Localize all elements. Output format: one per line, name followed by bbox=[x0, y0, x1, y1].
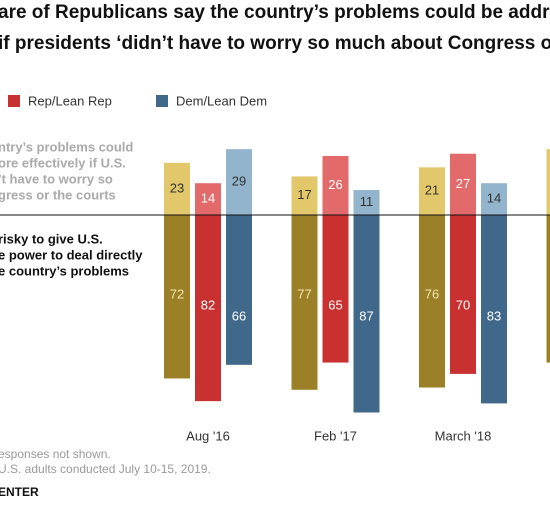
bar-above bbox=[164, 162, 190, 215]
bar-below bbox=[450, 215, 476, 374]
note: U.S. adults conducted July 10-15, 2019. bbox=[0, 462, 211, 476]
value-label: 76 bbox=[425, 286, 439, 301]
value-label: 14 bbox=[201, 191, 215, 206]
value-label: 87 bbox=[359, 308, 373, 323]
x-tick-label: March '18 bbox=[435, 428, 492, 443]
title-line: if presidents ‘didn’t have to worry so m… bbox=[0, 33, 550, 54]
above-label: ore effectively if U.S. bbox=[0, 155, 126, 170]
bar-above bbox=[226, 149, 252, 215]
value-label: 72 bbox=[170, 286, 184, 301]
value-label: 27 bbox=[456, 176, 470, 191]
value-label: 66 bbox=[232, 308, 246, 323]
above-label: gress or the courts bbox=[0, 187, 116, 202]
legend-swatch bbox=[156, 95, 168, 107]
value-label: 29 bbox=[232, 174, 246, 189]
bar-above bbox=[195, 183, 221, 215]
bar-above bbox=[481, 183, 507, 215]
bar-below bbox=[481, 215, 507, 404]
value-label: 83 bbox=[487, 308, 501, 323]
bar-above bbox=[322, 155, 349, 215]
bar-below bbox=[546, 215, 550, 363]
x-tick-label: Feb '17 bbox=[314, 428, 357, 443]
value-label: 65 bbox=[328, 297, 342, 312]
value-label: 26 bbox=[328, 177, 342, 192]
above-label: ’t have to worry so bbox=[0, 171, 113, 186]
value-label: 14 bbox=[487, 191, 501, 206]
bar-below bbox=[291, 215, 318, 390]
bar-above bbox=[353, 190, 380, 215]
bar-below bbox=[164, 215, 190, 379]
bar-below bbox=[353, 215, 380, 413]
legend-label: Rep/Lean Rep bbox=[28, 93, 112, 108]
below-label: e power to deal directly bbox=[0, 247, 143, 262]
legend-label: Dem/Lean Dem bbox=[176, 93, 267, 108]
bar-above bbox=[419, 167, 445, 215]
bar-below bbox=[226, 215, 252, 365]
bar-below bbox=[322, 215, 349, 363]
bar-above bbox=[450, 153, 476, 215]
value-label: 17 bbox=[297, 187, 311, 202]
legend-swatch bbox=[8, 95, 20, 107]
note: esponses not shown. bbox=[0, 447, 111, 461]
bar-above bbox=[291, 176, 318, 215]
title-line: are of Republicans say the country’s pro… bbox=[0, 2, 550, 23]
below-label: risky to give U.S. bbox=[0, 231, 103, 246]
value-label: 21 bbox=[425, 183, 439, 198]
value-label: 77 bbox=[297, 286, 311, 301]
bar-below bbox=[419, 215, 445, 388]
x-tick-label: Aug '16 bbox=[186, 428, 230, 443]
value-label: 23 bbox=[170, 180, 184, 195]
below-label: e country’s problems bbox=[0, 263, 129, 278]
value-label: 70 bbox=[456, 297, 470, 312]
bar-below bbox=[195, 215, 221, 402]
value-label: 82 bbox=[201, 297, 215, 312]
above-label: ntry’s problems could bbox=[0, 139, 133, 154]
bar-above bbox=[546, 149, 550, 215]
source: ENTER bbox=[0, 485, 39, 499]
value-label: 11 bbox=[360, 194, 374, 209]
